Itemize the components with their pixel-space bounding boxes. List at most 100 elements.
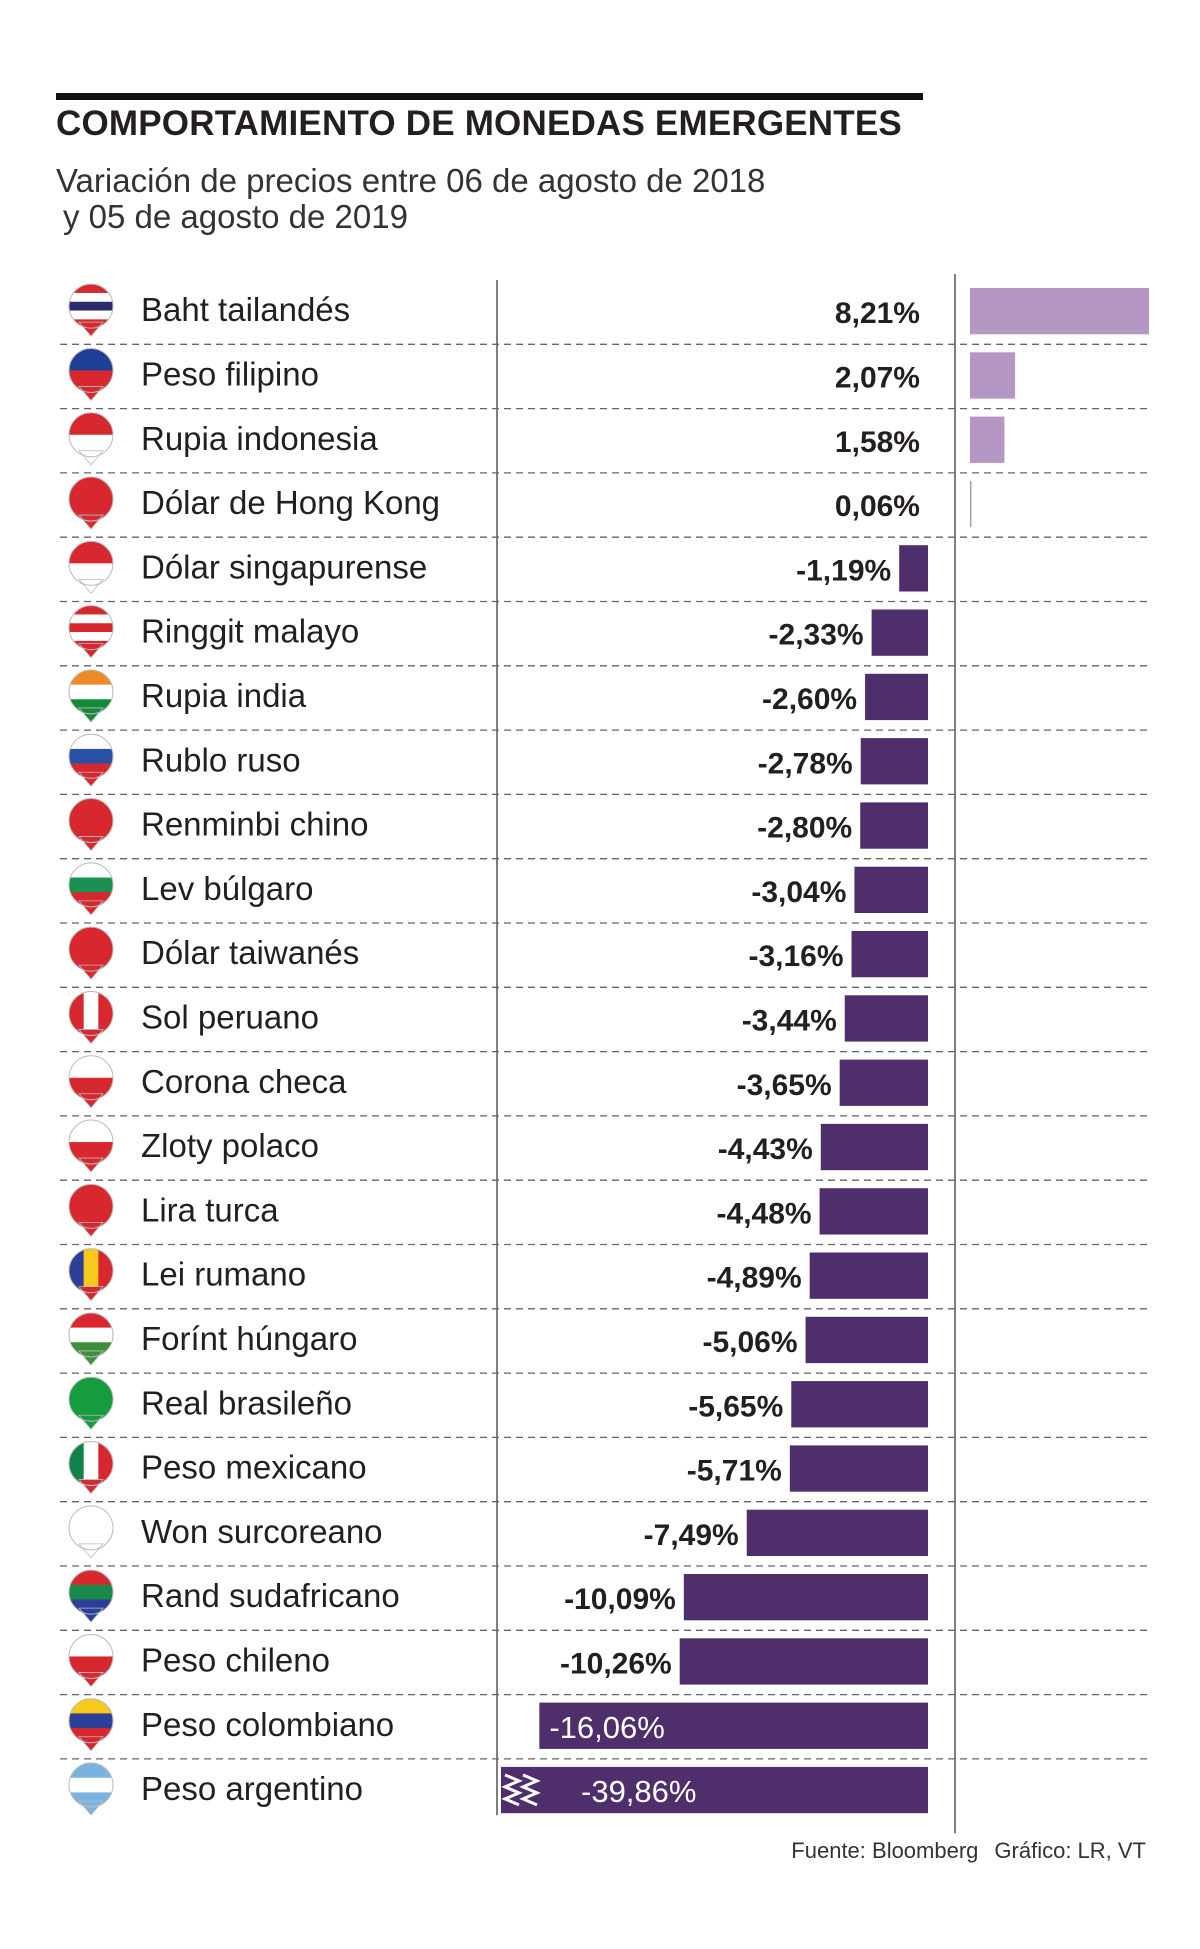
value-label: -3,16% [748,940,843,973]
flag-outline [68,347,114,393]
flag-pin-tip [78,964,104,980]
value-label: -39,86% [581,1774,696,1809]
chart-title: COMPORTAMIENTO DE MONEDAS EMERGENTES [56,104,902,143]
currency-name: Peso chileno [141,1641,330,1678]
value-label: 2,07% [835,361,920,394]
flag-outline [68,1569,114,1615]
bulgaria-flag [69,862,113,907]
hungary-flag [69,1312,113,1357]
currency-name: Peso mexicano [141,1449,367,1486]
flag-pin-tip [78,578,104,594]
bar-negative [539,1702,928,1749]
currency-name: Rupia indonesia [141,420,378,457]
source-text: Fuente: Bloomberg [791,1838,979,1863]
currency-name: Corona checa [141,1063,347,1100]
flag-pin-tip [78,1607,104,1623]
value-label: -4,43% [718,1133,813,1166]
value-label: 0,06% [835,490,920,523]
bar-negative [839,1059,928,1106]
flag-outline [68,412,114,458]
value-label: -2,78% [758,747,853,780]
flag-pin-tip [78,1221,104,1237]
flag-outline [68,1505,114,1551]
subtitle-line-2: y 05 de agosto de 2019 [63,198,408,235]
flag-outline [68,283,114,329]
currency-name: Real brasileño [141,1384,352,1421]
bar-positive [970,352,1016,399]
value-label: -5,65% [688,1390,783,1423]
value-label: -5,06% [702,1326,797,1359]
bar-negative [791,1381,928,1428]
flag-outline [68,1312,114,1358]
bar-positive [970,416,1005,463]
currency-name: Rublo ruso [141,741,301,778]
value-label: -16,06% [549,1710,664,1745]
bar-negative [809,1252,928,1299]
mexico-flag [69,1441,113,1486]
flag-pin-tip [78,836,104,852]
value-label: -1,19% [796,554,891,587]
bar-negative [746,1509,928,1556]
currency-name: Baht tailandés [141,291,350,328]
bar-negative [899,545,928,592]
flag-pin-tip [78,1543,104,1559]
axis-break-mark [519,1773,541,1807]
currency-name: Ringgit malayo [141,613,359,650]
flag-outline [68,1633,114,1679]
flag-pin-tip [78,514,104,530]
currency-name: Peso filipino [141,355,319,392]
flag-outline [68,733,114,779]
currency-name: Lira turca [141,1191,279,1228]
russia-flag [69,734,113,779]
flag-outline [68,476,114,522]
bar-negative [820,1123,928,1171]
south-africa-flag [69,1570,113,1615]
flag-pin-tip [78,1029,104,1045]
value-label: -10,26% [560,1647,672,1680]
bar-negative [865,673,928,721]
credit-text: Gráfico: LR, VT [994,1838,1146,1863]
currency-name: Peso argentino [141,1770,363,1807]
flag-outline [68,1183,114,1229]
currency-name: Renminbi chino [141,806,368,843]
value-label: -4,89% [707,1262,802,1295]
bar-negative [805,1316,928,1364]
flag-pin-tip [78,1350,104,1366]
flag-pin-tip [78,1286,104,1302]
bar-negative [851,931,928,978]
currency-name: Peso colombiano [141,1706,394,1743]
currency-name: Zloty polaco [141,1127,319,1164]
flag-outline [68,669,114,715]
value-label: -2,80% [757,812,852,845]
flag-outline [68,926,114,972]
value-label: -10,09% [564,1583,676,1616]
currency-name: Lei rumano [141,1256,306,1293]
bar-negative [871,609,928,656]
bar-negative [819,1188,928,1235]
value-label: 8,21% [835,297,920,330]
currency-name: Rupia india [141,677,307,714]
title-rule [56,93,923,100]
bar-negative [860,802,928,849]
romania-flag [69,1248,113,1293]
axis-break-mark [501,1773,523,1807]
value-label: -4,48% [717,1197,812,1230]
flag-outline [68,798,114,844]
argentina-flag [69,1763,113,1808]
bar-negative [854,866,928,913]
currency-name: Dólar taiwanés [141,934,359,971]
flag-outline [68,1698,114,1744]
flag-pin-tip [78,1672,104,1688]
bar-negative [789,1445,928,1492]
value-label: -5,71% [687,1455,782,1488]
flag-outline [68,1441,114,1487]
currency-name: Dólar de Hong Kong [141,484,440,521]
flag-pin-tip [78,1479,104,1495]
flag-pin-tip [78,1414,104,1430]
value-label: -7,49% [644,1519,739,1552]
flag-outline [68,1248,114,1294]
flag-pin-tip [78,771,104,787]
flag-outline [68,1055,114,1101]
flag-outline [68,990,114,1036]
